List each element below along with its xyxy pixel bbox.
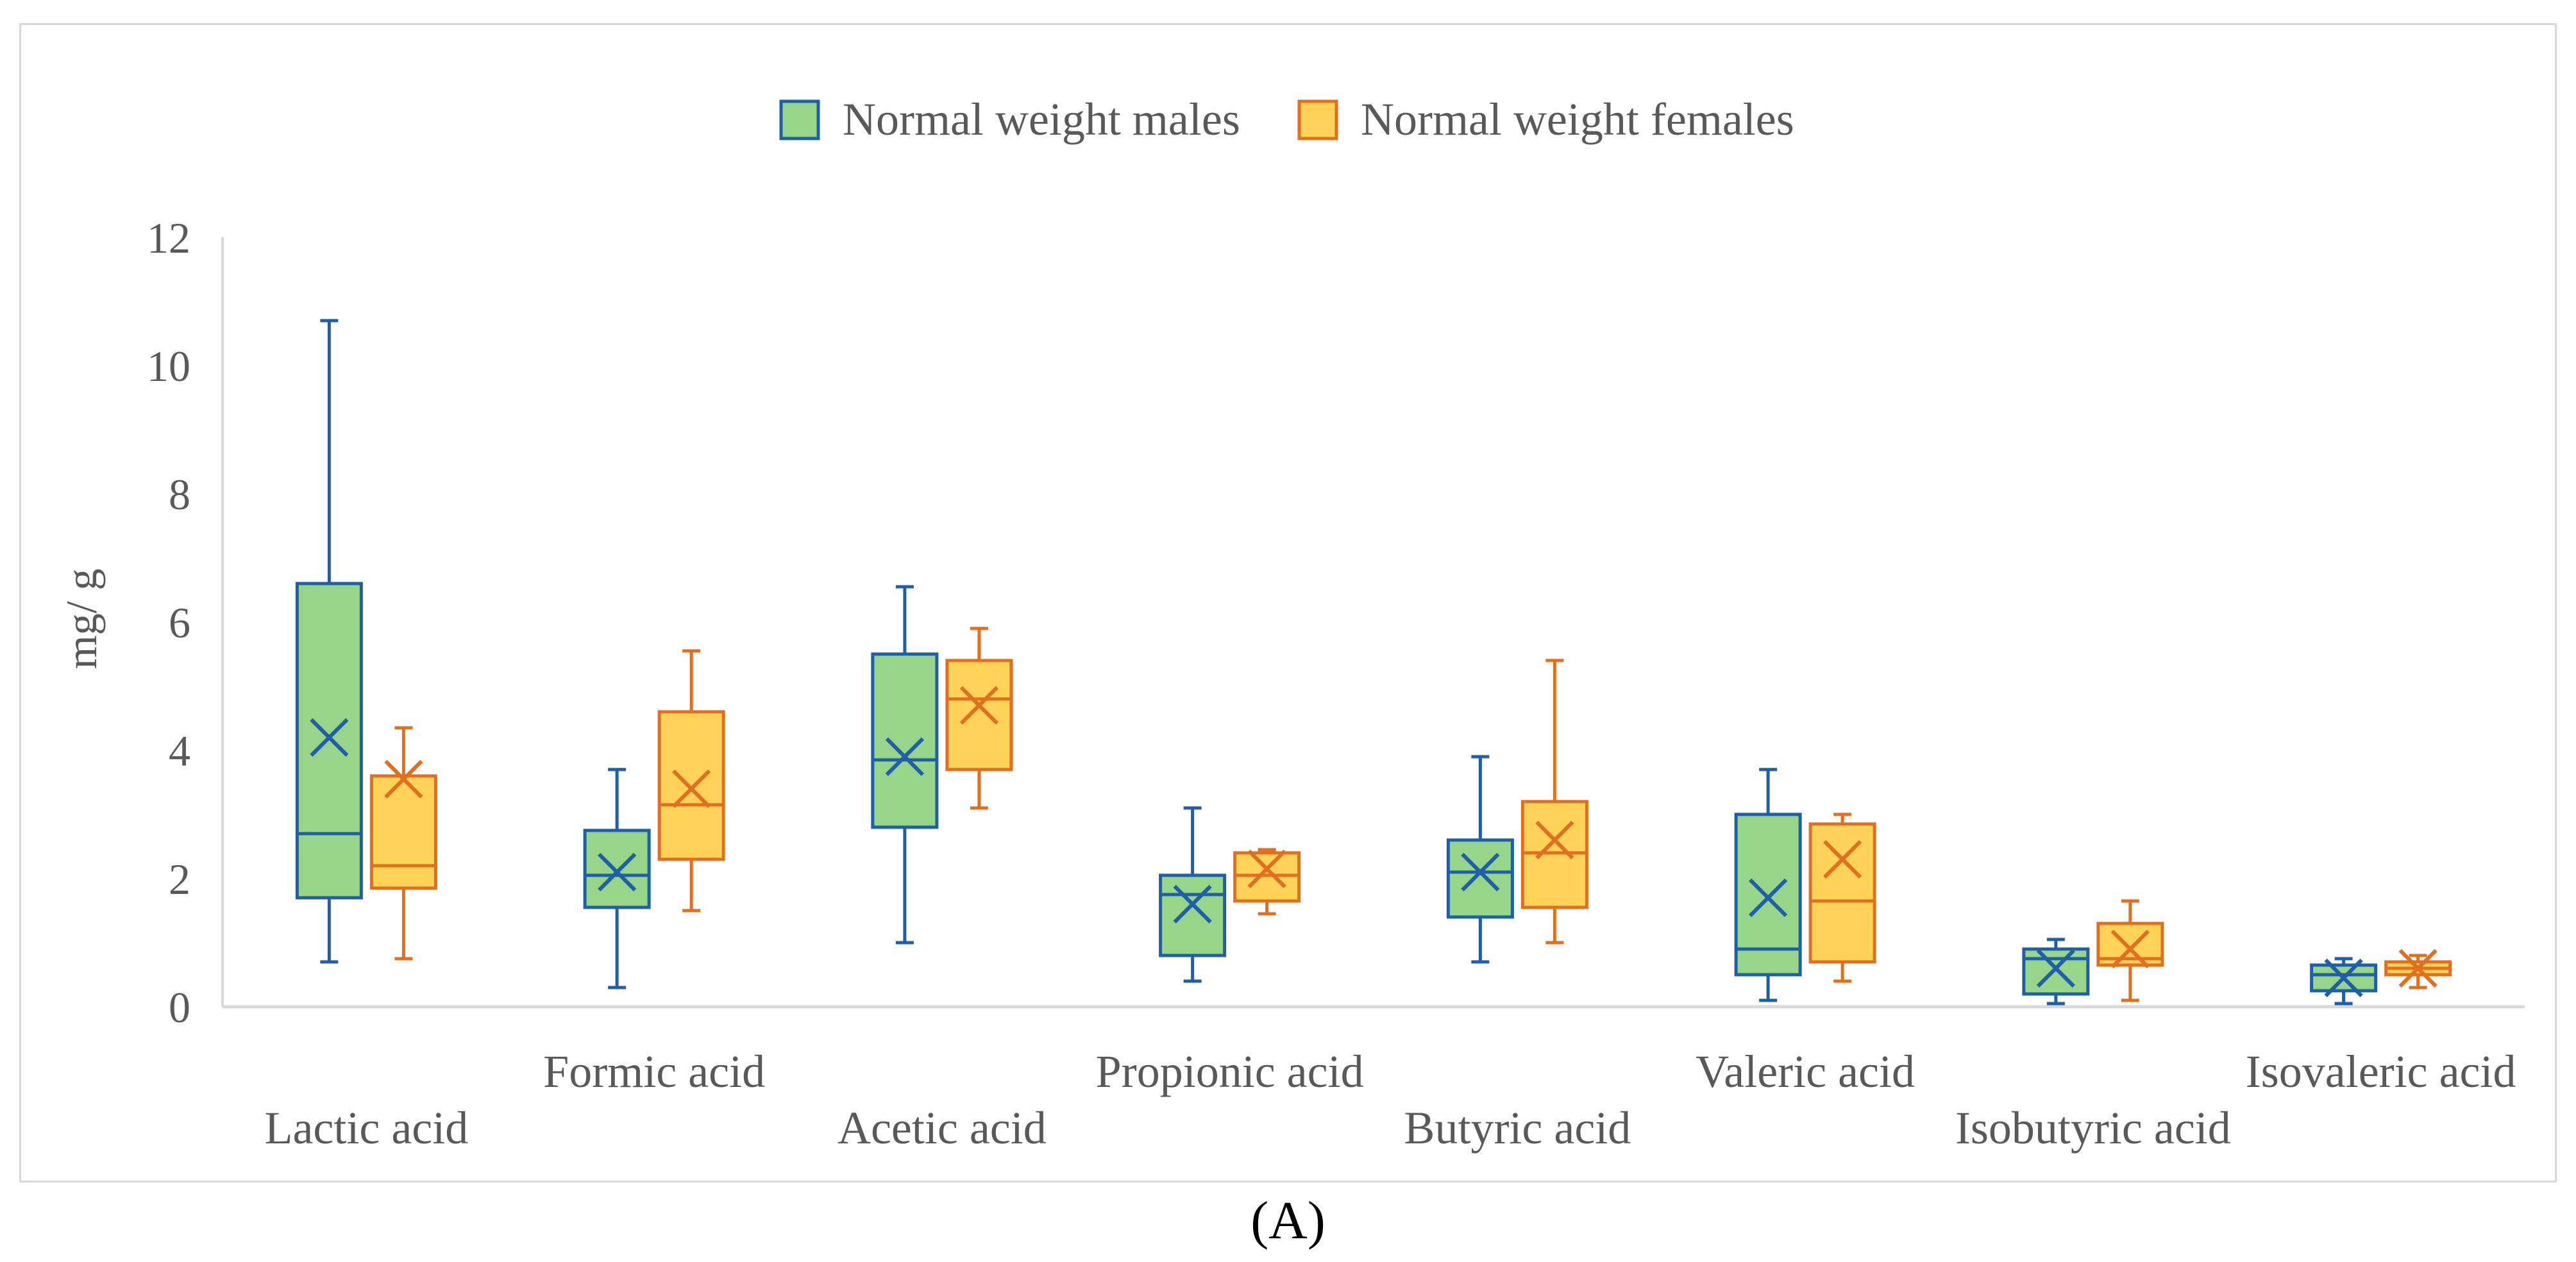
y-tick-label: 6 — [169, 598, 190, 647]
category-label: Lactic acid — [264, 1102, 468, 1154]
mean-marker — [1535, 820, 1574, 860]
category-label: Propionic acid — [1096, 1046, 1364, 1097]
category-label: Isobutyric acid — [1955, 1102, 2231, 1154]
mean-marker — [2110, 929, 2150, 969]
box-iqr — [871, 652, 939, 829]
box-males — [871, 585, 939, 945]
legend-label-females: Normal weight females — [1361, 94, 1794, 145]
box-iqr — [1159, 873, 1227, 957]
box-females — [2096, 899, 2164, 1002]
category-label: Formic acid — [543, 1046, 765, 1097]
box-females — [1808, 812, 1876, 983]
mean-marker — [1173, 884, 1212, 924]
box-iqr — [2022, 947, 2090, 996]
mean-marker — [384, 759, 423, 799]
mean-marker — [1461, 852, 1500, 892]
box-iqr — [369, 774, 437, 890]
mean-marker — [1247, 849, 1286, 889]
mean-marker — [310, 718, 349, 757]
boxes — [295, 319, 2452, 1005]
y-tick-label: 4 — [169, 727, 190, 775]
mean-marker — [2324, 958, 2363, 998]
mean-marker — [1823, 839, 1862, 879]
box-males — [2022, 938, 2090, 1005]
box-iqr — [295, 582, 363, 900]
box-males — [1159, 806, 1227, 983]
mean-marker — [885, 737, 924, 777]
mean-marker — [1749, 878, 1788, 918]
box-females — [657, 649, 725, 913]
panel-label: (A) — [1250, 1191, 1326, 1250]
box-females — [369, 726, 437, 961]
box-iqr — [1446, 838, 1514, 919]
box-iqr — [945, 659, 1013, 771]
category-label: Acetic acid — [838, 1102, 1047, 1154]
mean-marker — [598, 852, 637, 892]
box-males — [1446, 755, 1514, 964]
box-females — [1233, 848, 1301, 916]
axes — [221, 237, 2525, 1009]
y-ticks: 0 2 4 6 8 10 12 — [147, 214, 190, 1032]
y-tick-label: 12 — [147, 214, 190, 262]
box-females — [2384, 948, 2452, 989]
legend-swatch-females — [1297, 99, 1338, 140]
legend-swatch-males — [779, 99, 820, 140]
box-males — [1734, 768, 1802, 1002]
chart-frame — [19, 23, 2557, 1182]
mean-marker — [959, 686, 998, 725]
y-tick-label: 0 — [169, 983, 190, 1032]
y-tick-label: 2 — [169, 855, 190, 904]
box-males — [2310, 957, 2378, 1005]
box-females — [945, 627, 1013, 810]
category-labels: Lactic acid Formic acid Acetic acid Propion… — [264, 1046, 2516, 1154]
y-axis-title: mg/ g — [57, 569, 106, 669]
category-label: Isovaleric acid — [2246, 1046, 2516, 1097]
category-label: Butyric acid — [1404, 1102, 1631, 1154]
mean-marker — [2398, 948, 2437, 988]
legend-label-males: Normal weight males — [843, 94, 1240, 145]
category-label: Valeric acid — [1696, 1046, 1915, 1097]
box-males — [295, 319, 363, 964]
mean-marker — [672, 769, 711, 809]
box-females — [1520, 659, 1588, 945]
box-iqr — [1808, 822, 1876, 964]
box-iqr — [657, 710, 725, 861]
y-tick-label: 10 — [147, 342, 190, 391]
box-iqr — [583, 829, 651, 909]
legend: Normal weight males Normal weight female… — [779, 94, 1794, 145]
box-males — [583, 768, 651, 989]
mean-marker — [2036, 948, 2075, 988]
y-tick-label: 8 — [169, 470, 190, 519]
